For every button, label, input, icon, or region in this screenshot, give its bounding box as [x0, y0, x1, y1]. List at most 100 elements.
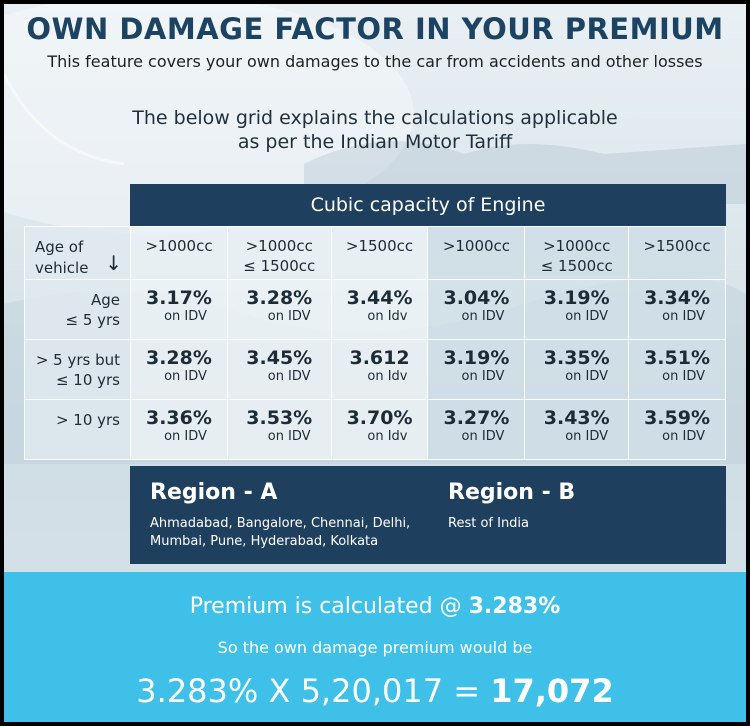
age-header-line-2: vehicle — [35, 259, 89, 277]
rate-cell: 3.19% on IDV — [427, 339, 526, 400]
age-label-line-2: ≤ 5 yrs — [65, 311, 120, 329]
rate-cell: 3.04% on IDV — [427, 279, 526, 340]
rate-cell: 3.28% on IDV — [130, 339, 228, 400]
rate-value: 3.51% — [644, 347, 710, 369]
rate-basis: on IDV — [267, 369, 311, 384]
rate-basis: on IDV — [267, 429, 311, 444]
table-row: > 5 yrs but ≤ 10 yrs 3.28% on IDV 3.45% on … — [24, 339, 726, 400]
age-of-vehicle-header: Age of vehicle ↓ — [24, 226, 131, 280]
rate-value: 3.59% — [644, 407, 710, 429]
column-header-line-1: >1000cc — [442, 237, 511, 255]
rate-basis: on IDV — [164, 429, 207, 444]
column-header-line-2: ≤ 1500cc — [540, 257, 613, 275]
rate-basis: on IDV — [662, 369, 705, 384]
age-row-label: > 10 yrs — [24, 399, 131, 460]
rate-value: 3.27% — [443, 407, 510, 429]
rate-value: 3.04% — [443, 287, 510, 309]
table-row: > 10 yrs 3.36% on IDV 3.53% on IDV 3.70% on… — [24, 399, 726, 460]
rate-basis: on IDV — [565, 429, 609, 444]
rate-basis: on IDV — [461, 429, 505, 444]
rate-cell: 3.70% on Idv — [330, 399, 429, 460]
region-a-cities: Ahmadabad, Bangalore, Chennai, Delhi, Mu… — [150, 515, 440, 551]
rate-value: 3.35% — [543, 347, 610, 369]
region-a-cities-line-2: Mumbai, Pune, Hyderabad, Kolkata — [150, 534, 379, 549]
age-label-line-2: ≤ 10 yrs — [55, 371, 120, 389]
rate-cell: 3.28% on IDV — [226, 279, 332, 340]
rate-cell: 3.36% on IDV — [130, 399, 228, 460]
column-header-row: Age of vehicle ↓ >1000cc >1000cc ≤ 1500cc… — [24, 226, 726, 280]
rate-basis: on IDV — [164, 309, 207, 324]
age-header-line-1: Age of — [35, 238, 84, 256]
rate-basis: on Idv — [367, 309, 408, 324]
region-a-cities-line-1: Ahmadabad, Bangalore, Chennai, Delhi, — [150, 516, 411, 531]
page-title: OWN DAMAGE FACTOR IN YOUR PREMIUM — [26, 12, 724, 46]
age-row-label: Age ≤ 5 yrs — [24, 279, 131, 340]
table-row: Age ≤ 5 yrs 3.17% on IDV 3.28% on IDV 3.44%… — [24, 279, 726, 340]
age-label-line-1: > 10 yrs — [55, 411, 120, 429]
formula-result: 17,072 — [490, 672, 614, 710]
region-legend: Region - A Ahmadabad, Bangalore, Chennai… — [130, 466, 726, 564]
infographic-canvas: OWN DAMAGE FACTOR IN YOUR PREMIUM This f… — [4, 4, 746, 722]
rate-cell: 3.612 on Idv — [330, 339, 429, 400]
region-b-cities: Rest of India — [448, 516, 530, 531]
column-header-line-2: ≤ 1500cc — [243, 257, 316, 275]
rate-cell: 3.17% on IDV — [130, 279, 228, 340]
region-b-title: Region - B — [448, 480, 576, 505]
age-row-label: > 5 yrs but ≤ 10 yrs — [24, 339, 131, 400]
intro-line-2: as per the Indian Motor Tariff — [237, 131, 513, 153]
rate-cell: 3.43% on IDV — [524, 399, 630, 460]
rate-basis: on IDV — [565, 309, 609, 324]
rate-value: 3.43% — [543, 407, 610, 429]
rate-value: 3.34% — [644, 287, 710, 309]
premium-rate-grid: Age of vehicle ↓ >1000cc >1000cc ≤ 1500cc… — [24, 226, 726, 460]
rate-cell: 3.35% on IDV — [524, 339, 630, 400]
rate-value: 3.28% — [145, 347, 212, 369]
premium-rate-statement: Premium is calculated @ 3.283% — [4, 594, 746, 619]
region-a-title: Region - A — [150, 480, 278, 505]
rate-value: 3.36% — [145, 407, 212, 429]
rate-cell: 3.45% on IDV — [226, 339, 332, 400]
rate-basis: on IDV — [662, 309, 705, 324]
rate-value: 3.28% — [246, 287, 313, 309]
column-header: >1000cc — [130, 226, 228, 280]
rate-value: 3.19% — [543, 287, 610, 309]
arrow-down-icon: ↓ — [105, 251, 122, 275]
rate-basis: on IDV — [164, 369, 207, 384]
rate-basis: on Idv — [367, 369, 408, 384]
intro-text: The below grid explains the calculations… — [4, 106, 746, 154]
column-header-line-1: >1000cc — [145, 237, 213, 255]
formula-expression: 3.283% X 5,20,017 = — [136, 672, 491, 710]
rate-value: 3.45% — [246, 347, 313, 369]
region-a: Region - A Ahmadabad, Bangalore, Chennai… — [150, 480, 440, 551]
column-header-line-1: >1500cc — [345, 237, 414, 255]
rate-basis: on IDV — [267, 309, 311, 324]
premium-formula: 3.283% X 5,20,017 = 17,072 — [4, 672, 746, 710]
rate-value: 3.44% — [346, 287, 413, 309]
rate-basis: on IDV — [565, 369, 609, 384]
rate-cell: 3.44% on Idv — [330, 279, 429, 340]
column-header: >1500cc — [330, 226, 429, 280]
rate-basis: on IDV — [461, 369, 505, 384]
age-label-line-1: > 5 yrs but — [35, 351, 120, 369]
premium-rate-value: 3.283% — [468, 594, 561, 619]
rate-cell: 3.59% on IDV — [628, 399, 726, 460]
column-header: >1000cc ≤ 1500cc — [226, 226, 332, 280]
rate-basis: on Idv — [367, 429, 408, 444]
rate-value: 3.19% — [443, 347, 510, 369]
age-label-line-1: Age — [90, 291, 120, 309]
rate-cell: 3.34% on IDV — [628, 279, 726, 340]
premium-calculation-footer: Premium is calculated @ 3.283% So the ow… — [4, 572, 746, 722]
column-header-line-1: >1000cc — [543, 237, 611, 255]
engine-capacity-header: Cubic capacity of Engine — [130, 184, 726, 226]
rate-cell: 3.19% on IDV — [524, 279, 630, 340]
rate-basis: on IDV — [662, 429, 705, 444]
rate-value: 3.612 — [349, 347, 410, 369]
rate-basis: on IDV — [461, 309, 505, 324]
rate-cell: 3.53% on IDV — [226, 399, 332, 460]
page-subtitle: This feature covers your own damages to … — [47, 52, 703, 71]
rate-value: 3.70% — [346, 407, 413, 429]
column-header: >1000cc — [427, 226, 526, 280]
intro-line-1: The below grid explains the calculations… — [132, 107, 618, 129]
own-damage-text: So the own damage premium would be — [217, 638, 533, 657]
